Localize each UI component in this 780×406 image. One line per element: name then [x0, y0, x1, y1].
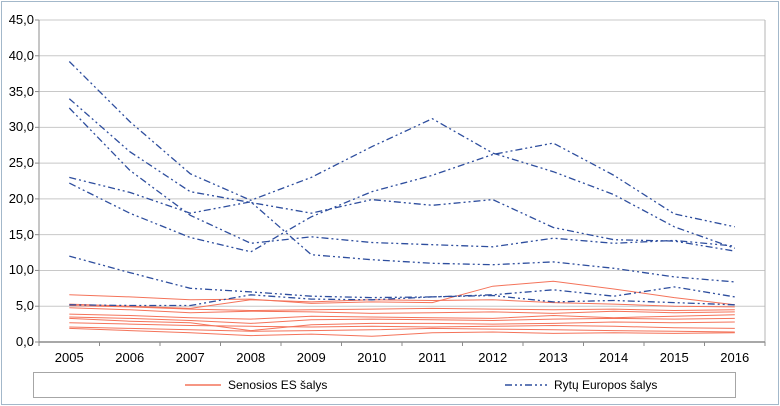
data-line-line-10: [69, 327, 735, 337]
data-line-line-6: [69, 316, 735, 324]
x-axis-tick-label: 2013: [538, 350, 568, 365]
x-axis-tick-label: 2005: [54, 350, 84, 365]
data-line-line-5: [69, 313, 735, 320]
x-axis-tick-label: 2014: [599, 350, 629, 365]
legend-label: Senosios ES šalys: [228, 378, 328, 392]
y-axis-tick-label: 20,0: [8, 190, 34, 206]
y-axis-tick-label: 45,0: [8, 12, 34, 27]
x-axis-tick-label: 2006: [115, 350, 145, 365]
y-axis-tick-label: 0,0: [15, 334, 34, 349]
y-axis-tick-label: 40,0: [8, 47, 34, 63]
data-line-line-9: [69, 326, 735, 333]
data-line-line-12: [69, 142, 735, 253]
x-axis-tick-label: 2008: [236, 350, 266, 365]
data-line-line-15: [69, 176, 735, 283]
y-axis-tick-label: 25,0: [8, 155, 34, 171]
data-line-line-3: [69, 305, 735, 312]
legend-label: Rytų Europos šalys: [554, 378, 658, 392]
data-line-line-1: [69, 280, 735, 306]
data-line-line-13: [68, 98, 735, 252]
x-axis-tick-label: 2010: [357, 350, 387, 365]
legend: Senosios ES šalys Rytų Europos šalys: [33, 372, 736, 398]
x-axis-tick-label: 2009: [296, 350, 326, 365]
legend-item-rytu: Rytų Europos šalys: [504, 373, 657, 397]
data-line-line-7: [69, 317, 735, 332]
legend-item-senosios: Senosios ES šalys: [184, 373, 327, 397]
y-axis-tick-label: 30,0: [8, 119, 34, 135]
data-line-line-16: [69, 255, 735, 299]
x-axis-tick-label: 2007: [175, 350, 205, 365]
x-axis-tick-label: 2015: [659, 350, 689, 365]
x-axis-tick-label: 2012: [478, 350, 508, 365]
dash-dot-line-sample: [505, 384, 547, 386]
data-line-line-17: [69, 294, 735, 307]
data-line-line-14: [68, 107, 735, 248]
y-axis-tick-label: 10,0: [8, 262, 34, 278]
y-axis-tick-label: 15,0: [8, 226, 34, 242]
y-axis-tick-label: 5,0: [15, 298, 34, 314]
x-axis-tick-label: 2016: [720, 350, 750, 365]
y-axis-tick-label: 35,0: [8, 83, 34, 99]
data-line-line-11: [68, 61, 736, 249]
data-line-line-2: [69, 299, 735, 309]
data-line-line-8: [69, 322, 735, 329]
data-line-line-4: [69, 307, 735, 314]
x-axis-tick-label: 2011: [418, 350, 447, 365]
solid-line-sample: [185, 384, 221, 386]
